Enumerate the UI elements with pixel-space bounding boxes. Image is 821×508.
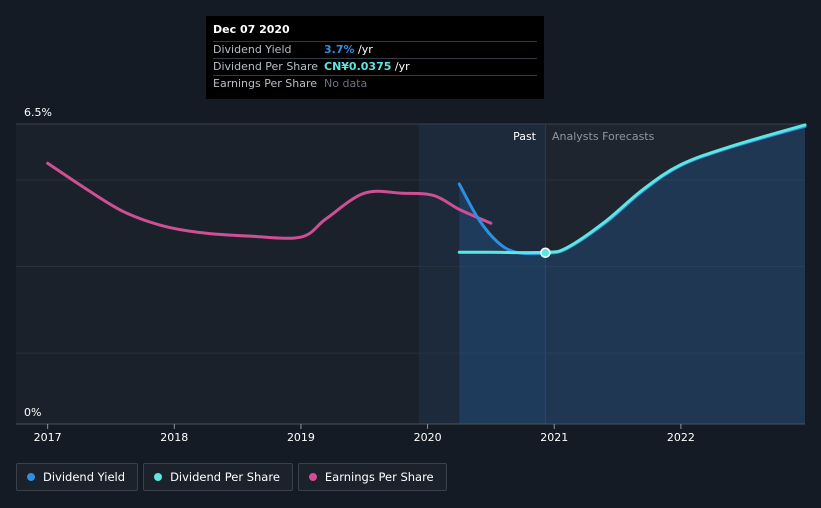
x-tick-label: 2021 <box>540 431 568 444</box>
tooltip-label: Earnings Per Share <box>213 77 318 90</box>
tooltip-unit: /yr <box>354 43 373 56</box>
tooltip: Dec 07 2020 Dividend Yield 3.7% /yr Divi… <box>206 16 544 99</box>
tooltip-row-dividend-yield: Dividend Yield 3.7% /yr <box>213 41 537 58</box>
tooltip-unit: /yr <box>391 60 410 73</box>
tooltip-row-dividend-per-share: Dividend Per Share CN¥0.0375 /yr <box>213 58 537 75</box>
dividend-per-share-line <box>457 123 807 255</box>
legend-dot-icon <box>154 473 163 481</box>
forecast-label: Analysts Forecasts <box>552 130 655 143</box>
x-tick-label: 2020 <box>414 431 442 444</box>
y-axis-label-bottom: 0% <box>24 406 41 419</box>
legend-label: Dividend Yield <box>43 470 126 484</box>
y-axis-label-top: 6.5% <box>24 106 52 119</box>
legend-item-dividend-per-share[interactable]: Dividend Per Share <box>143 463 293 491</box>
legend-dot-icon <box>27 473 35 481</box>
x-tick-label: 2018 <box>160 431 188 444</box>
legend-label: Earnings Per Share <box>324 470 434 484</box>
x-tick-label: 2017 <box>34 431 62 444</box>
current-point-marker <box>540 247 551 259</box>
forecast-region <box>545 124 805 424</box>
x-tick-label: 2022 <box>667 431 695 444</box>
past-label: Past <box>513 130 537 143</box>
legend-item-dividend-yield[interactable]: Dividend Yield <box>16 463 139 491</box>
x-tick-label: 2019 <box>287 431 315 444</box>
legend-label: Dividend Per Share <box>170 470 280 484</box>
dividend-yield-area <box>459 126 805 425</box>
earnings-per-share-line <box>46 161 493 240</box>
tooltip-label: Dividend Per Share <box>213 60 319 73</box>
tooltip-value: No data <box>324 77 368 90</box>
highlight-band <box>418 124 546 424</box>
tooltip-row-earnings-per-share: Earnings Per Share No data <box>213 75 537 92</box>
legend-item-earnings-per-share[interactable]: Earnings Per Share <box>297 463 447 491</box>
tooltip-value: CN¥0.0375 <box>324 60 392 73</box>
legend: Dividend Yield Dividend Per Share Earnin… <box>16 463 447 491</box>
tooltip-label: Dividend Yield <box>213 43 292 56</box>
legend-dot-icon <box>308 473 317 481</box>
tooltip-date: Dec 07 2020 <box>213 23 290 36</box>
tooltip-value: 3.7% <box>324 43 355 56</box>
